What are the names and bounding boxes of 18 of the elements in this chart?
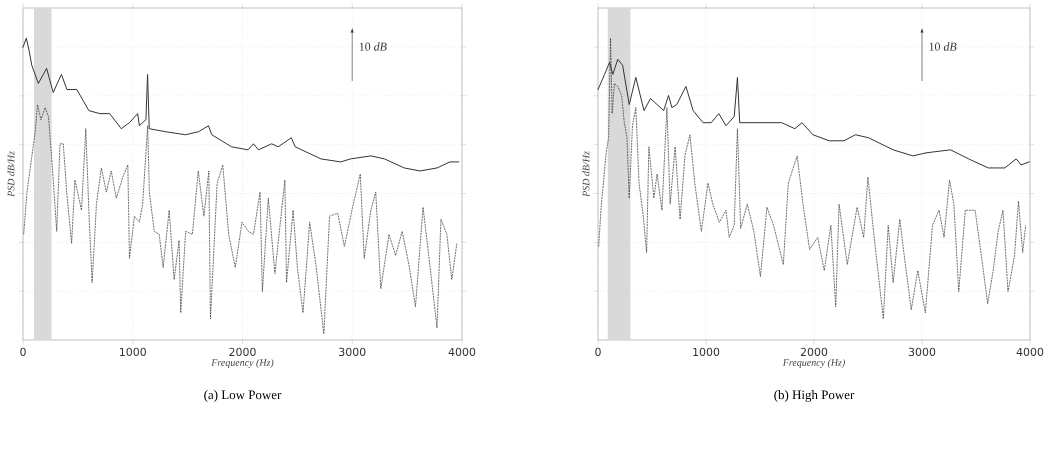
x-tick-label: 2000 [800, 347, 828, 357]
annotation: 10 dB [359, 42, 387, 51]
y-axis-title: PSD dB/Hz [7, 151, 15, 197]
x-tick-label: 3000 [908, 347, 936, 357]
text: (b) High Power [774, 390, 855, 402]
x-tick-label: 2000 [229, 347, 256, 357]
x-tick-label: 0 [595, 347, 601, 357]
x-tick-label: 4000 [1016, 347, 1044, 357]
x-tick-label: 4000 [448, 347, 476, 357]
x-tick-label: 3000 [339, 347, 366, 357]
text: (a) Low Power [204, 390, 282, 402]
x-tick-label: 0 [20, 347, 26, 357]
x-tick-label: 1000 [120, 347, 146, 357]
annotation: 10 dB [929, 42, 957, 51]
y-axis-title: PSD dB/Hz [582, 151, 590, 197]
x-tick-label: 1000 [693, 347, 720, 357]
x-axis-title: Frequency (Hz) [211, 358, 274, 368]
x-axis-title: Frequency (Hz) [782, 358, 845, 368]
